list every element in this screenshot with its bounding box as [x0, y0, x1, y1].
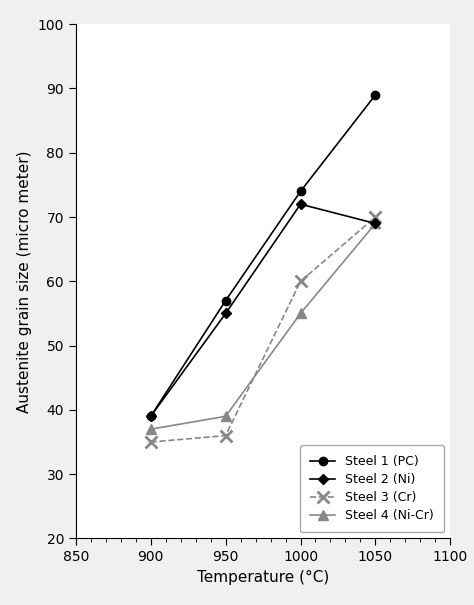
Steel 4 (Ni-Cr)	[373, 220, 378, 227]
Steel 1 (PC)	[148, 413, 154, 420]
Steel 2 (Ni)	[298, 200, 303, 208]
Steel 4 (Ni-Cr)	[223, 413, 228, 420]
Steel 3 (Cr)	[223, 432, 228, 439]
Steel 2 (Ni)	[373, 220, 378, 227]
Line: Steel 1 (PC): Steel 1 (PC)	[146, 91, 380, 420]
Legend: Steel 1 (PC), Steel 2 (Ni), Steel 3 (Cr), Steel 4 (Ni-Cr): Steel 1 (PC), Steel 2 (Ni), Steel 3 (Cr)…	[301, 445, 444, 532]
Line: Steel 2 (Ni): Steel 2 (Ni)	[147, 201, 379, 420]
Steel 1 (PC)	[373, 91, 378, 99]
Steel 4 (Ni-Cr)	[148, 425, 154, 433]
Steel 3 (Cr)	[298, 278, 303, 285]
Steel 1 (PC)	[298, 188, 303, 195]
Steel 4 (Ni-Cr)	[298, 310, 303, 317]
Steel 2 (Ni)	[148, 413, 154, 420]
Y-axis label: Austenite grain size (micro meter): Austenite grain size (micro meter)	[17, 150, 32, 413]
Steel 3 (Cr)	[148, 439, 154, 446]
Steel 1 (PC)	[223, 297, 228, 304]
X-axis label: Temperature (°C): Temperature (°C)	[197, 570, 329, 585]
Steel 3 (Cr)	[373, 214, 378, 221]
Line: Steel 3 (Cr): Steel 3 (Cr)	[145, 212, 381, 448]
Steel 2 (Ni)	[223, 310, 228, 317]
Line: Steel 4 (Ni-Cr): Steel 4 (Ni-Cr)	[146, 218, 380, 434]
